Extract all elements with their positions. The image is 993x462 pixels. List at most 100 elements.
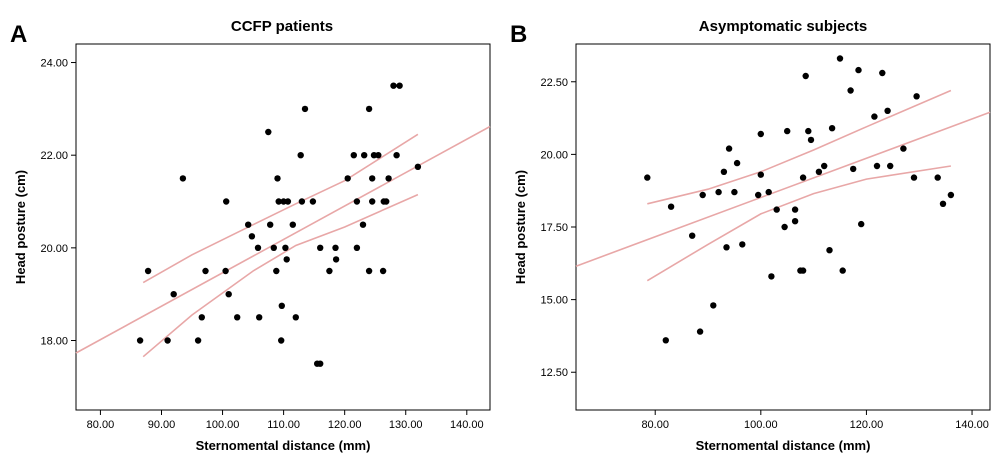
data-point [273, 267, 280, 275]
data-point [194, 337, 202, 344]
data-point [292, 314, 299, 321]
data-point [274, 175, 281, 182]
data-point [265, 128, 272, 136]
data-point [781, 223, 788, 231]
ci-upper-line [142, 133, 419, 284]
y-tick-label: 18.00 [40, 336, 68, 348]
data-point [873, 162, 881, 170]
data-points-b [644, 55, 955, 344]
data-point [284, 198, 292, 205]
data-point [365, 267, 373, 275]
y-tick-label: 12.50 [540, 367, 568, 379]
data-point [282, 244, 289, 251]
data-point [934, 174, 941, 181]
data-point [947, 191, 955, 199]
data-point [298, 198, 306, 205]
data-point [289, 221, 296, 228]
x-tick-label: 110.00 [267, 419, 300, 431]
data-point [850, 165, 857, 173]
data-point [414, 163, 422, 170]
panel-a-chart: A CCFP patients 80.00 90.00 100.00 110.00 12… [10, 18, 491, 453]
data-point [301, 105, 309, 113]
data-point [179, 175, 187, 182]
data-point [317, 360, 324, 367]
data-point [365, 105, 373, 113]
x-tick-label: 90.00 [148, 419, 176, 431]
data-point [791, 218, 799, 225]
x-tick-label: 130.00 [389, 419, 423, 431]
data-point [326, 267, 333, 275]
data-point [369, 198, 376, 205]
data-point [802, 72, 809, 80]
data-point [887, 162, 894, 170]
data-point [393, 152, 400, 159]
data-point [720, 168, 728, 175]
data-point [144, 267, 152, 275]
data-point [805, 127, 812, 135]
data-point [317, 244, 324, 251]
data-point [332, 256, 340, 263]
data-point [332, 244, 339, 251]
data-point [309, 198, 317, 205]
panel-b-chart: B Asymptomatic subjects 80.00 100.00 120.0… [510, 18, 991, 453]
data-point [222, 267, 229, 275]
x-tick-label: 120.00 [328, 419, 362, 431]
x-tick-label: 80.00 [87, 419, 115, 431]
x-axis-label-a: Sternomental distance (mm) [196, 438, 371, 453]
x-tick-label: 100.00 [206, 419, 240, 431]
data-point [170, 291, 177, 298]
data-point [353, 244, 361, 251]
data-point [815, 168, 823, 175]
data-point [791, 206, 799, 213]
data-point [344, 175, 351, 182]
data-point [245, 221, 252, 228]
panel-letter-a: A [10, 21, 27, 48]
y-tick-label: 20.00 [540, 149, 568, 161]
y-tick-label: 22.00 [40, 150, 68, 162]
data-point [164, 337, 171, 344]
data-point [739, 241, 746, 248]
data-point [828, 125, 836, 132]
data-point [784, 127, 791, 135]
data-point [390, 82, 397, 89]
data-point [900, 145, 907, 152]
data-point [699, 191, 706, 199]
data-point [297, 152, 304, 159]
x-tick-label: 140.00 [955, 419, 989, 431]
ci-lower-line [646, 165, 952, 282]
data-point [202, 267, 209, 275]
data-point [234, 314, 241, 321]
y-tick-label: 20.00 [40, 243, 68, 255]
data-point [644, 174, 651, 181]
data-point [248, 233, 256, 240]
data-point [353, 198, 361, 205]
data-point [765, 188, 772, 196]
data-point [847, 87, 854, 94]
plot-area-a [75, 43, 491, 411]
ci-lower-line [142, 193, 419, 358]
x-tick-label: 80.00 [641, 419, 669, 431]
data-point [757, 130, 764, 138]
chart-title-a: CCFP patients [231, 18, 333, 35]
confidence-band-b [646, 89, 952, 282]
data-point [136, 337, 144, 344]
data-point [256, 314, 263, 321]
data-point [725, 145, 733, 152]
data-point [821, 162, 828, 170]
ci-upper-line [647, 89, 952, 205]
data-point [198, 314, 205, 321]
y-tick-label: 15.00 [540, 295, 568, 307]
data-point [910, 174, 918, 181]
data-point [667, 203, 675, 210]
data-point [879, 69, 886, 77]
data-point [375, 152, 382, 159]
fit-line-group-a [75, 125, 491, 354]
fit-line-group-b [575, 111, 991, 267]
x-tick-label: 100.00 [744, 419, 778, 431]
y-axis-label-b: Head posture (cm) [513, 170, 528, 284]
data-point [361, 152, 368, 159]
data-point [939, 200, 947, 207]
confidence-band-a [142, 133, 419, 358]
data-point [733, 159, 741, 167]
